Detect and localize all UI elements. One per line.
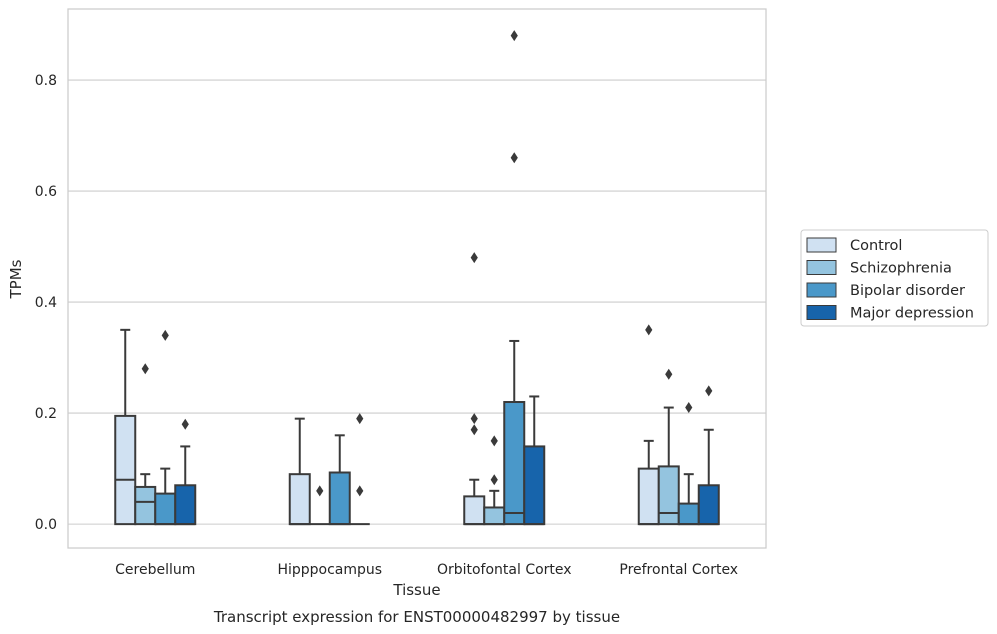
y-tick-label: 0.0 [35,517,57,533]
box-3-1 [463,252,486,526]
box-body [523,445,546,526]
box-body [174,484,197,526]
y-tick-label: 0.2 [35,406,57,422]
x-tick-label: Orbitofontal Cortex [437,562,572,578]
x-tick-label: Cerebellum [115,562,195,578]
box-2-1 [288,417,311,526]
box-4-3 [677,402,700,526]
boxes [114,30,720,526]
legend-swatch-2 [806,260,837,275]
box-body [697,484,720,526]
outlier-marker [470,252,478,264]
y-gridlines [68,79,766,525]
legend-swatch-4 [806,305,837,320]
box-body [114,414,137,526]
outlier-marker [470,424,478,436]
legend-frame [800,229,989,327]
legend-swatch-3 [806,282,837,298]
box-body [154,492,177,526]
box-2-2 [309,485,330,526]
outlier-marker [356,485,364,497]
outlier-marker [316,485,324,497]
figure-caption: Transcript expression for ENST0000048299… [213,608,620,626]
y-tick-labels: 0.0 0.2 0.4 0.6 0.8 [35,73,57,533]
outlier-marker [470,413,478,425]
legend-label-3: Bipolar disorder [850,283,965,299]
outlier-marker [181,418,189,430]
box-body [657,465,680,526]
box-body [503,401,526,526]
box-2-4 [349,413,370,526]
x-tick-labels: Cerebellum Hipppocampus Orbitofontal Corte… [115,562,738,578]
box-body [463,495,486,526]
box-2-3 [328,434,351,526]
outlier-marker [665,368,673,380]
legend-swatch-1 [806,237,837,253]
box-1-3 [154,329,177,526]
box-4-2 [657,368,680,526]
y-tick-label: 0.4 [35,295,57,311]
box-1-1 [114,328,137,526]
outlier-marker [490,435,498,447]
outlier-marker [510,30,518,42]
box-4-4 [697,385,720,526]
outlier-marker [141,363,149,375]
outlier-marker [356,413,364,425]
outlier-marker [510,152,518,164]
box-4-1 [637,324,660,526]
box-body [288,473,311,526]
x-tick-label: Hipppocampus [277,562,382,578]
box-3-3 [503,30,526,526]
box-body [677,502,700,526]
plot-frame [67,8,767,549]
outlier-marker [705,385,713,397]
y-axis-label: TPMs [7,259,25,299]
y-tick-label: 0.6 [35,184,57,200]
box-body [134,485,157,526]
outlier-marker [161,329,169,341]
outlier-marker [645,324,653,336]
legend: Control Schizophrenia Bipolar disorder Majo… [800,229,989,327]
x-axis-label: Tissue [392,581,440,599]
legend-label-2: Schizophrenia [850,261,952,277]
box-3-4 [523,395,546,526]
box-body [328,471,351,526]
box-body [483,506,506,526]
legend-label-4: Major depression [850,306,974,322]
y-tick-label: 0.8 [35,73,57,89]
box-body [637,467,660,526]
legend-label-1: Control [850,238,902,254]
box-3-2 [483,435,506,526]
outlier-marker [490,474,498,486]
box-1-4 [174,418,197,526]
box-1-2 [134,363,157,526]
x-tick-label: Prefrontal Cortex [619,562,738,578]
outlier-marker [685,402,693,414]
